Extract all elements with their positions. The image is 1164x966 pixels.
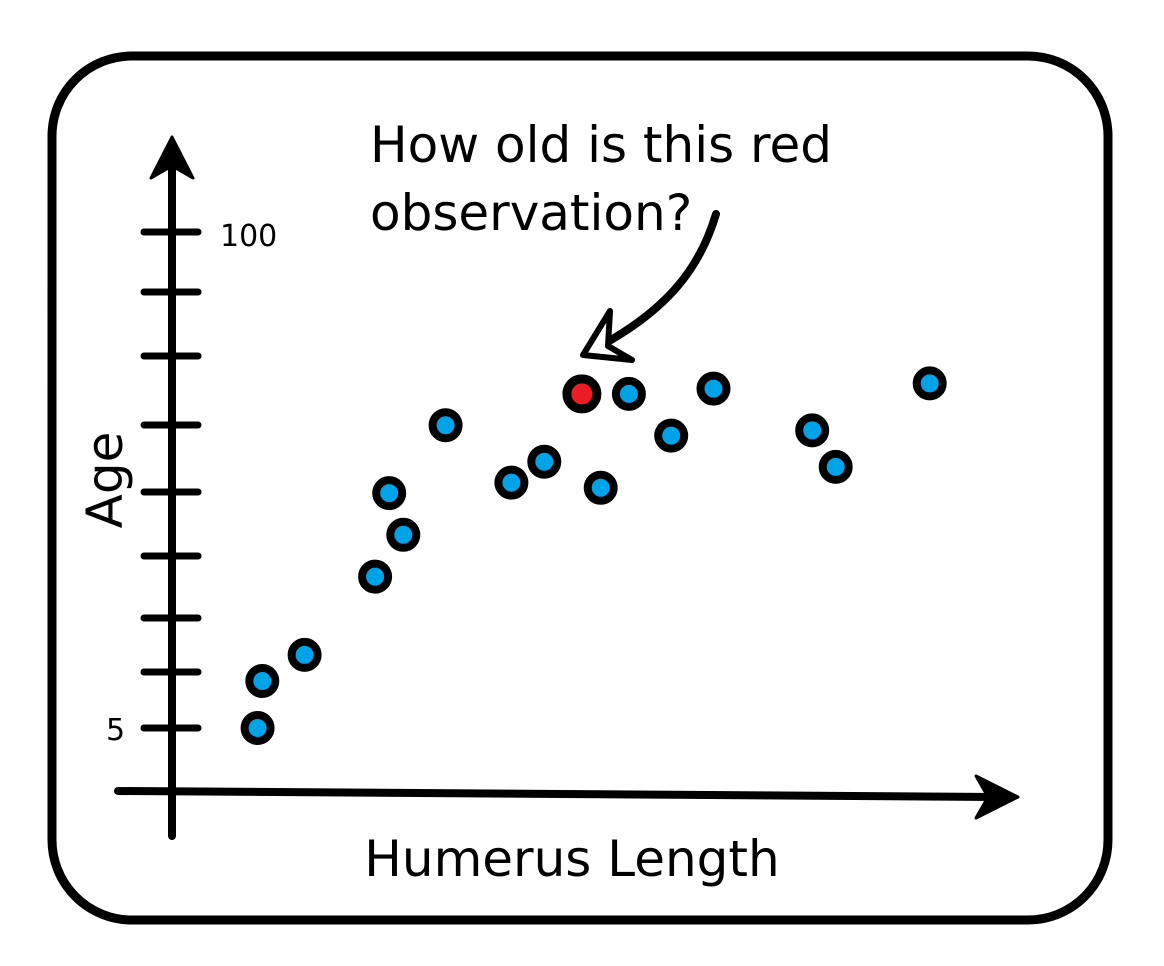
data-point-10 [611, 376, 646, 411]
data-points [240, 366, 947, 745]
y-tick-label-bottom: 5 [106, 713, 125, 748]
data-point-13 [795, 413, 830, 448]
data-point-2 [287, 637, 322, 672]
y-tick-label-top: 100 [220, 219, 277, 254]
annotation-arrowhead-icon [580, 308, 635, 363]
data-point-12 [696, 371, 731, 406]
annotation-line-2: observation? [370, 184, 692, 242]
y-axis-ticks [140, 228, 202, 732]
highlighted-data-point [562, 374, 602, 414]
y-axis-arrowhead-icon [149, 135, 195, 180]
x-axis-line [114, 787, 999, 801]
data-point-0 [240, 711, 275, 745]
data-point-7 [494, 465, 529, 500]
x-axis-arrowhead-icon [974, 774, 1020, 820]
x-axis-label: Humerus Length [364, 830, 779, 888]
axes [114, 135, 1020, 840]
data-point-8 [527, 444, 562, 479]
data-point-1 [245, 664, 280, 698]
data-point-5 [386, 517, 421, 552]
annotation-line-1: How old is this red [370, 116, 832, 174]
data-point-9 [583, 470, 618, 505]
y-axis-label: Age [76, 432, 134, 529]
data-point-4 [372, 476, 407, 511]
chart-frame [47, 51, 1113, 925]
annotation-arrow-icon [600, 210, 720, 348]
data-point-15 [912, 366, 947, 401]
data-point-6 [428, 408, 463, 443]
data-point-3 [358, 559, 393, 594]
data-point-11 [654, 418, 689, 453]
data-point-14 [818, 449, 853, 484]
